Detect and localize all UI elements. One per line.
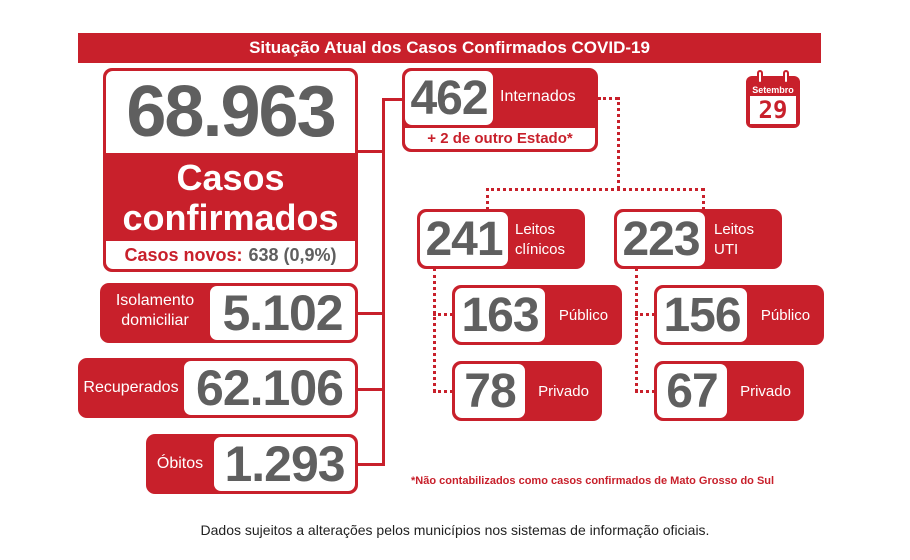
dotted-connector bbox=[433, 313, 453, 316]
clinical-label-line2: clínicos bbox=[515, 241, 566, 258]
dotted-connector bbox=[433, 268, 436, 392]
deaths-value: 1.293 bbox=[224, 436, 345, 492]
total-cases-value: 68.963 bbox=[126, 72, 336, 152]
icu-beds-card: 223 Leitos UTI bbox=[614, 209, 782, 269]
dotted-connector bbox=[702, 188, 705, 210]
new-cases-value: 638 (0,9%) bbox=[248, 244, 337, 265]
recovered-value: 62.106 bbox=[196, 360, 344, 416]
clinical-public-card: 163 Público bbox=[452, 285, 622, 345]
cases-label-line2: confirmados bbox=[122, 197, 339, 238]
recovered-label: Recuperados bbox=[83, 379, 179, 396]
clinical-private-label: Privado bbox=[538, 382, 589, 400]
page-title: Situação Atual dos Casos Confirmados COV… bbox=[249, 38, 650, 57]
calendar-icon: Setembro 29 bbox=[746, 70, 800, 128]
connector-line bbox=[382, 98, 402, 101]
isolation-label-line1: Isolamento bbox=[115, 292, 195, 309]
deaths-label: Óbitos bbox=[156, 455, 204, 472]
hospitalized-label: Internados bbox=[500, 88, 576, 105]
dotted-connector bbox=[635, 390, 655, 393]
icu-private-card: 67 Privado bbox=[654, 361, 804, 421]
clinical-beds-value: 241 bbox=[425, 212, 503, 266]
connector-line bbox=[358, 388, 383, 391]
icu-private-label: Privado bbox=[740, 382, 791, 400]
hospitalized-value: 462 bbox=[410, 71, 488, 125]
connector-line bbox=[358, 463, 383, 466]
icu-public-value: 156 bbox=[663, 288, 741, 342]
dotted-connector bbox=[635, 268, 638, 392]
connector-line bbox=[358, 150, 383, 153]
isolation-card: Isolamento domiciliar 5.102 bbox=[100, 283, 358, 343]
isolation-value: 5.102 bbox=[222, 285, 343, 341]
clinical-private-card: 78 Privado bbox=[452, 361, 602, 421]
clinical-label-line1: Leitos bbox=[515, 221, 556, 238]
connector-line bbox=[358, 312, 383, 315]
hospitalized-card: 462 Internados + 2 de outro Estado* bbox=[402, 68, 598, 152]
clinical-public-label: Público bbox=[558, 306, 609, 324]
deaths-card: Óbitos 1.293 bbox=[146, 434, 358, 494]
new-cases-label: Casos novos: bbox=[124, 244, 243, 265]
icu-beds-value: 223 bbox=[622, 212, 700, 266]
dotted-connector bbox=[433, 390, 453, 393]
disclaimer: Dados sujeitos a alterações pelos municí… bbox=[200, 522, 710, 538]
out-of-state-note: + 2 de outro Estado* bbox=[427, 130, 573, 147]
header-banner: Situação Atual dos Casos Confirmados COV… bbox=[78, 33, 821, 63]
calendar-day: 29 bbox=[758, 96, 788, 124]
dotted-connector bbox=[598, 97, 618, 100]
icu-label-line2: UTI bbox=[714, 241, 739, 258]
icu-label-line1: Leitos bbox=[714, 221, 755, 238]
isolation-label-line2: domiciliar bbox=[121, 312, 189, 329]
icu-public-label: Público bbox=[760, 306, 811, 324]
dotted-connector bbox=[617, 97, 620, 189]
cases-label-line1: Casos bbox=[176, 157, 285, 198]
clinical-public-value: 163 bbox=[461, 288, 539, 342]
clinical-private-value: 78 bbox=[464, 364, 516, 418]
dotted-connector bbox=[486, 188, 489, 210]
connector-line bbox=[382, 98, 385, 466]
clinical-beds-card: 241 Leitos clínicos bbox=[417, 209, 585, 269]
dotted-connector bbox=[635, 313, 655, 316]
dotted-connector bbox=[486, 188, 704, 191]
icu-private-value: 67 bbox=[666, 364, 718, 418]
icu-public-card: 156 Público bbox=[654, 285, 824, 345]
recovered-card: Recuperados 62.106 bbox=[78, 358, 358, 418]
footnote: *Não contabilizados como casos confirmad… bbox=[411, 475, 775, 487]
cases-card: 68.963 Casos confirmados Casos novos: 63… bbox=[103, 68, 358, 272]
calendar-month: Setembro bbox=[752, 85, 794, 95]
